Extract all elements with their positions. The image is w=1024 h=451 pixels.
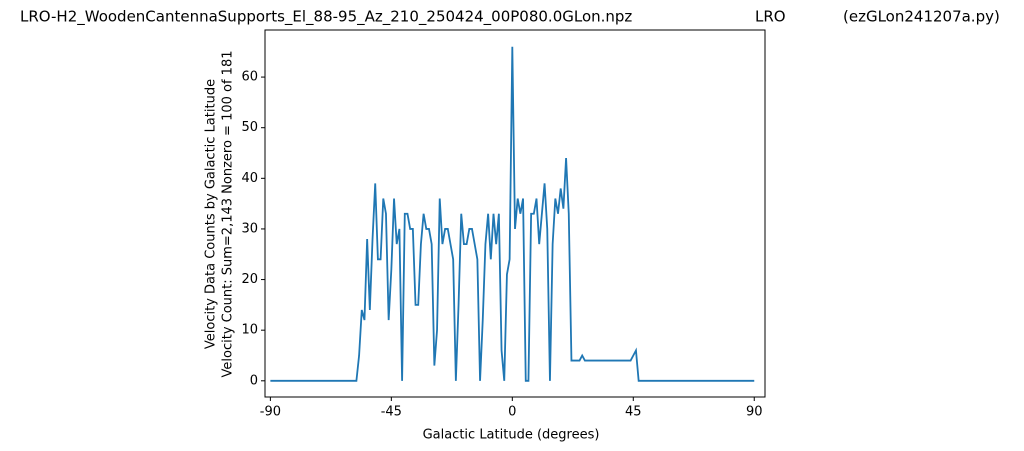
y-tick-label: 0 — [250, 373, 258, 388]
y-tick-label: 20 — [241, 272, 258, 287]
x-tick-label: 0 — [508, 405, 516, 420]
chart-subtitle: LRO — [755, 8, 786, 26]
x-tick-label: 90 — [746, 405, 763, 420]
annotation: (ezGLon241207a.py) — [843, 8, 1000, 26]
y-axis-label: Velocity Data Counts by Galactic Latitud… — [204, 79, 219, 349]
y-axis-label: Velocity Count: Sum=2,143 Nonzero = 100 … — [221, 51, 236, 378]
x-tick-label: 45 — [625, 405, 642, 420]
data-line — [270, 46, 755, 382]
chart-title: LRO-H2_WoodenCantennaSupports_El_88-95_A… — [20, 8, 632, 27]
x-axis-label: Galactic Latitude (degrees) — [423, 428, 600, 443]
y-tick-label: 60 — [241, 70, 258, 85]
plot-frame — [264, 29, 766, 398]
y-tick-label: 30 — [241, 221, 258, 236]
x-tick-label: -45 — [381, 405, 402, 420]
x-tick-label: -90 — [260, 405, 281, 420]
y-tick-label: 50 — [241, 120, 258, 135]
y-tick-label: 10 — [241, 323, 258, 338]
y-tick-label: 40 — [241, 171, 258, 186]
